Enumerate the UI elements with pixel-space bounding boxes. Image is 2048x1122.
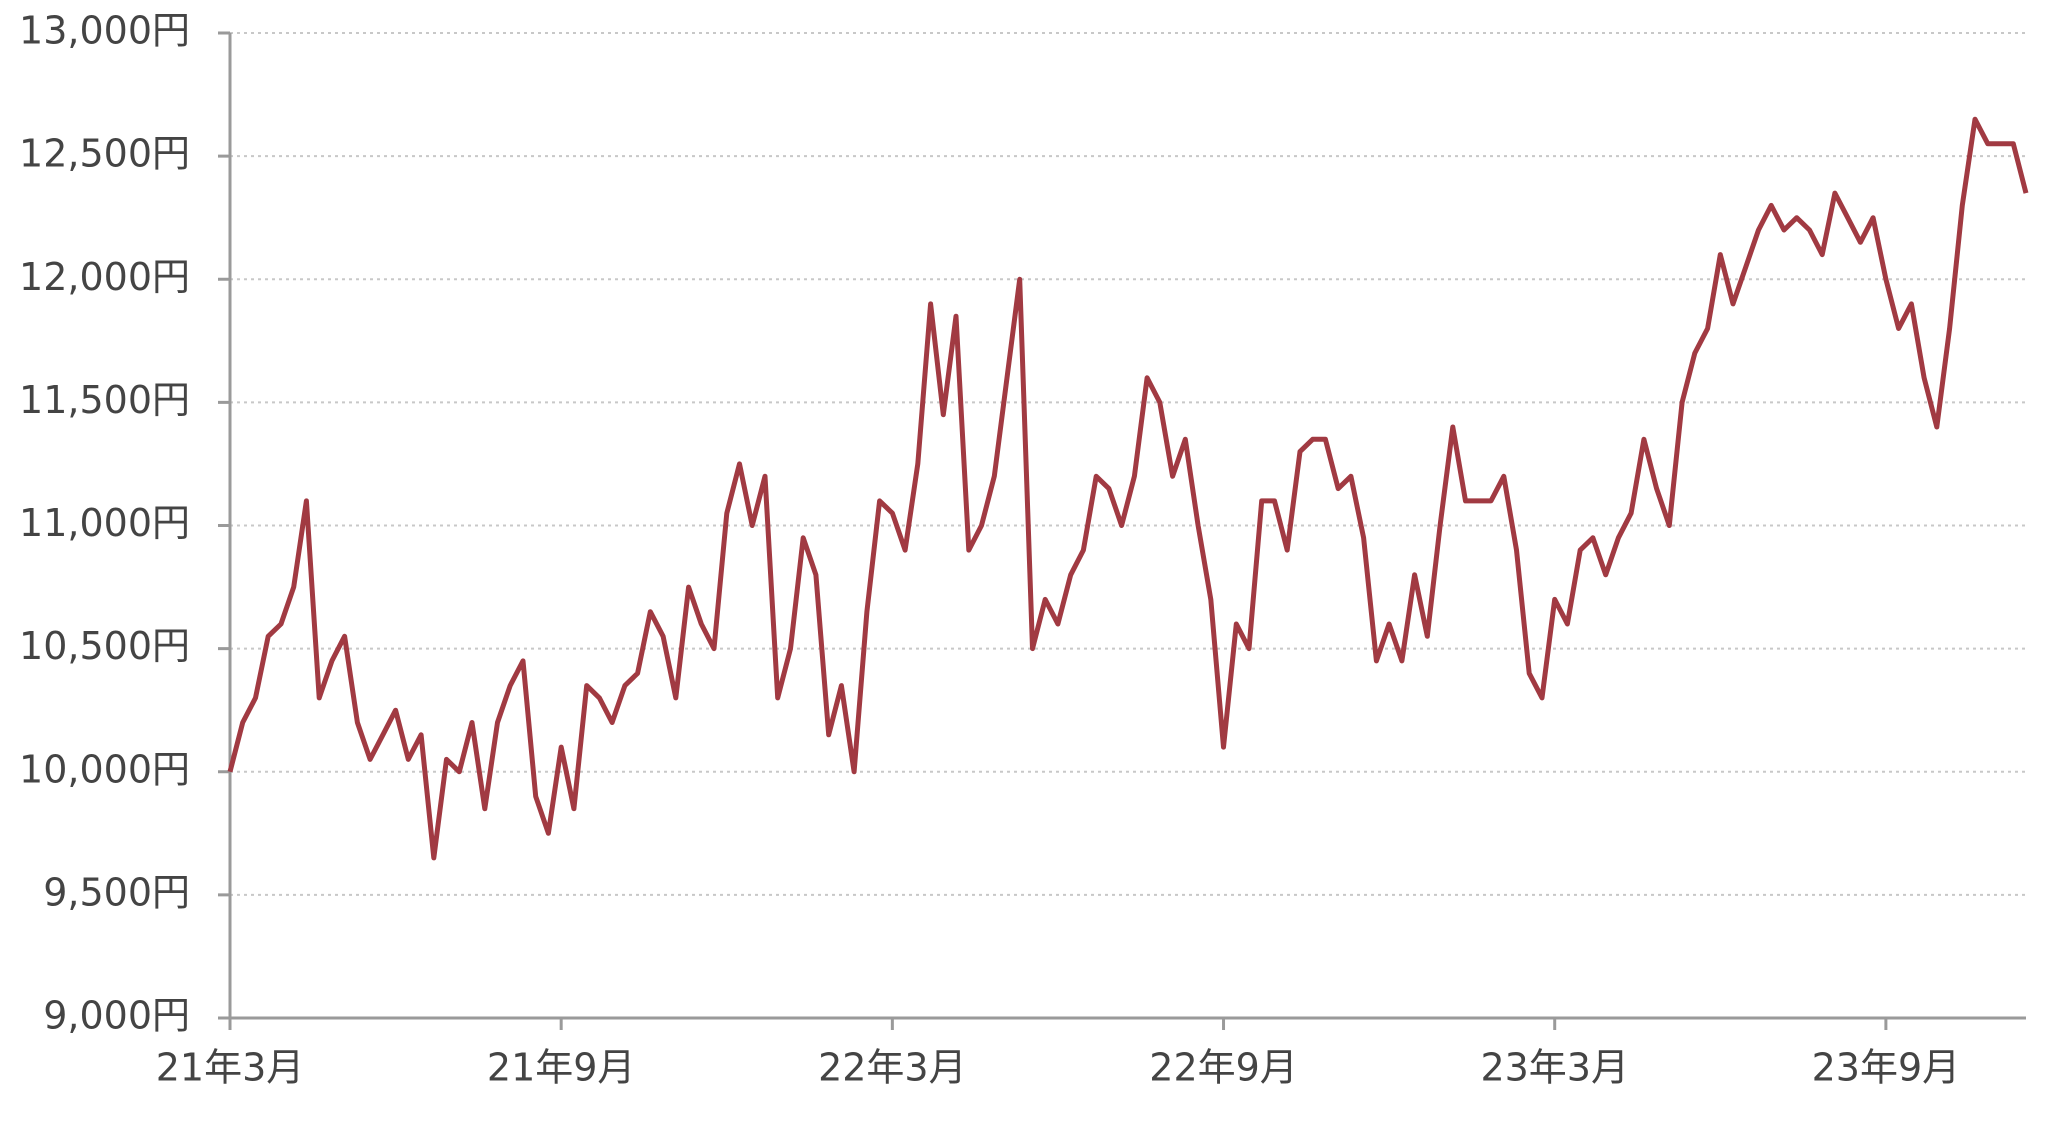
y-tick-label: 11,500円	[19, 378, 190, 422]
x-tick-label: 23年3月	[1480, 1046, 1629, 1090]
line	[227, 116, 2029, 861]
y-tick-label: 11,000円	[19, 501, 190, 545]
x-tick-label: 22年9月	[1149, 1046, 1298, 1090]
x-tick-label: 21年3月	[156, 1046, 305, 1090]
y-tick-label: 9,500円	[43, 870, 190, 914]
y-tick-label: 12,000円	[19, 255, 190, 299]
y-tick-label: 10,000円	[19, 747, 190, 791]
y-tick-label: 10,500円	[19, 624, 190, 668]
y-tick-label: 13,000円	[19, 9, 190, 53]
y-tick-label: 12,500円	[19, 132, 190, 176]
x-tick-label: 22年3月	[818, 1046, 967, 1090]
y-tick-label: 9,000円	[43, 994, 190, 1038]
x-tick-label: 23年9月	[1812, 1046, 1961, 1090]
x-tick-label: 21年9月	[487, 1046, 636, 1090]
